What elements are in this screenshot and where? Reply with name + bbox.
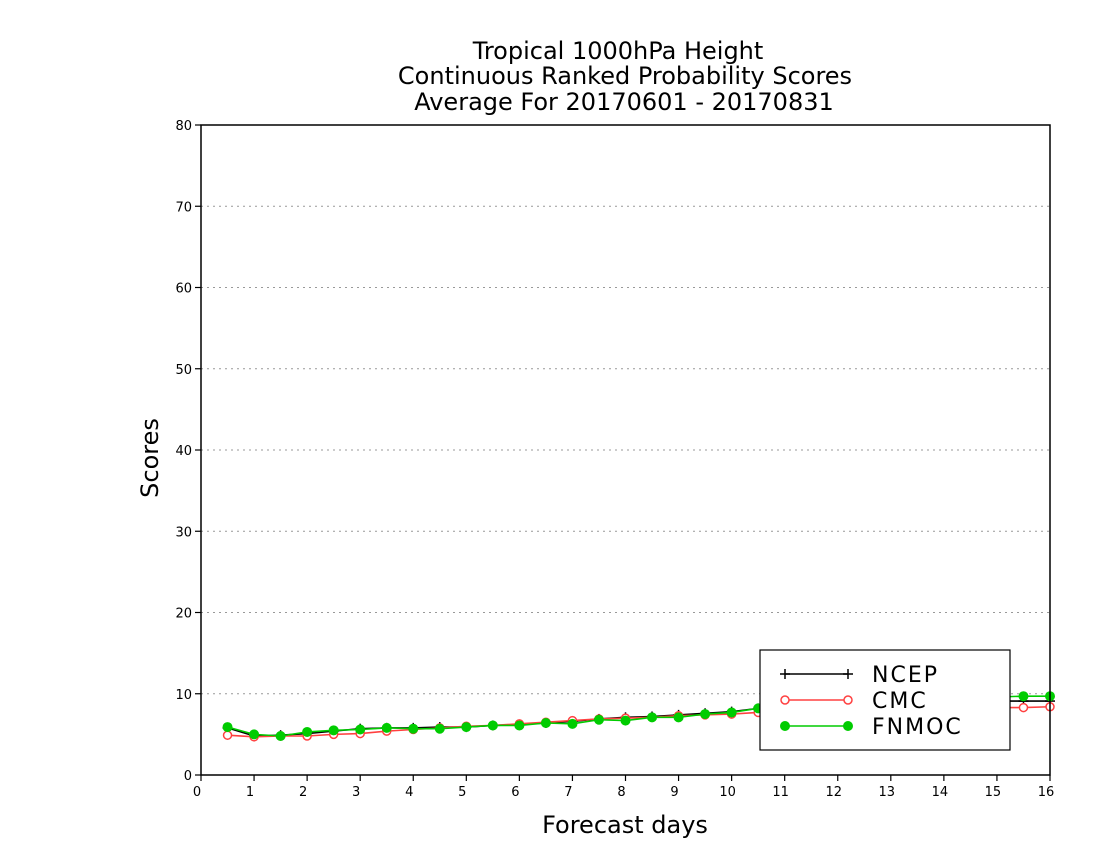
data-point-cmc: [1018, 702, 1029, 713]
data-point-fnmoc: [328, 725, 339, 736]
y-tick-label: 80: [175, 119, 192, 134]
y-tick-label: 50: [175, 363, 192, 378]
x-tick-label: 5: [458, 785, 466, 800]
legend-label-fnmoc: FNMOC: [872, 715, 963, 740]
y-tick-label: 10: [175, 688, 192, 703]
x-tick-label: 15: [985, 785, 1002, 800]
chart-title-line-3: Average For 20170601 - 20170831: [414, 88, 834, 116]
x-tick-label: 12: [825, 785, 842, 800]
x-tick-label: 7: [564, 785, 572, 800]
x-tick-label: 8: [617, 785, 625, 800]
data-point-fnmoc: [408, 723, 419, 734]
data-point-fnmoc: [222, 722, 233, 733]
y-axis-label: Scores: [136, 418, 164, 498]
legend-label-ncep: NCEP: [872, 663, 939, 688]
data-point-fnmoc: [620, 715, 631, 726]
y-tick-label: 60: [175, 282, 192, 297]
x-tick-label: 1: [246, 785, 254, 800]
x-tick-label: 0: [193, 785, 201, 800]
data-point-fnmoc: [434, 723, 445, 734]
legend-marker-fnmoc: [843, 721, 853, 731]
data-point-fnmoc: [540, 718, 551, 728]
legend-label-cmc: CMC: [872, 689, 928, 714]
data-point-fnmoc: [381, 722, 392, 733]
chart-title-line-1: Tropical 1000hPa Height: [472, 37, 764, 65]
data-point-fnmoc: [249, 729, 260, 740]
x-axis-ticks: 0 1 2 3 4 5 6 7 8 9 10 11 12 13 14 15 16: [193, 775, 1054, 800]
x-tick-label: 16: [1038, 785, 1055, 800]
data-point-fnmoc: [302, 726, 313, 737]
chart-title: Tropical 1000hPa Height Continuous Ranke…: [398, 37, 852, 116]
y-tick-label: 40: [175, 444, 192, 459]
x-tick-label: 13: [879, 785, 896, 800]
data-point-fnmoc: [593, 714, 604, 725]
y-tick-label: 30: [175, 525, 192, 540]
data-point-fnmoc: [1018, 691, 1029, 702]
data-point-fnmoc: [514, 720, 525, 731]
x-tick-label: 6: [511, 785, 519, 800]
legend-marker-ncep: [780, 669, 790, 679]
chart-title-line-2: Continuous Ranked Probability Scores: [398, 62, 852, 90]
data-point-fnmoc: [673, 712, 684, 723]
x-tick-label: 3: [352, 785, 360, 800]
y-gridlines: [201, 205, 1050, 695]
x-tick-label: 2: [299, 785, 307, 800]
legend-marker-cmc: [843, 695, 853, 705]
x-tick-label: 11: [772, 785, 789, 800]
x-tick-label: 10: [719, 785, 736, 800]
data-point-fnmoc: [647, 712, 658, 723]
data-point-fnmoc: [487, 720, 498, 731]
data-point-fnmoc: [355, 724, 366, 735]
data-point-fnmoc: [700, 709, 711, 720]
y-tick-label: 0: [184, 769, 192, 784]
data-point-fnmoc: [275, 731, 286, 741]
x-tick-label: 4: [405, 785, 413, 800]
data-point-cmc: [222, 730, 233, 740]
x-tick-label: 9: [670, 785, 678, 800]
data-point-fnmoc: [567, 718, 578, 729]
data-point-fnmoc: [461, 722, 472, 733]
x-tick-label: 14: [932, 785, 949, 800]
data-point-fnmoc: [726, 707, 737, 718]
x-axis-label: Forecast days: [542, 811, 708, 839]
y-tick-label: 20: [175, 607, 192, 622]
legend-marker-fnmoc: [780, 721, 790, 731]
legend-marker-ncep: [843, 669, 853, 679]
legend-marker-cmc: [780, 695, 790, 705]
y-tick-label: 70: [175, 200, 192, 215]
y-axis-ticks: 0 10 20 30 40 50 60 70 80: [175, 119, 201, 784]
